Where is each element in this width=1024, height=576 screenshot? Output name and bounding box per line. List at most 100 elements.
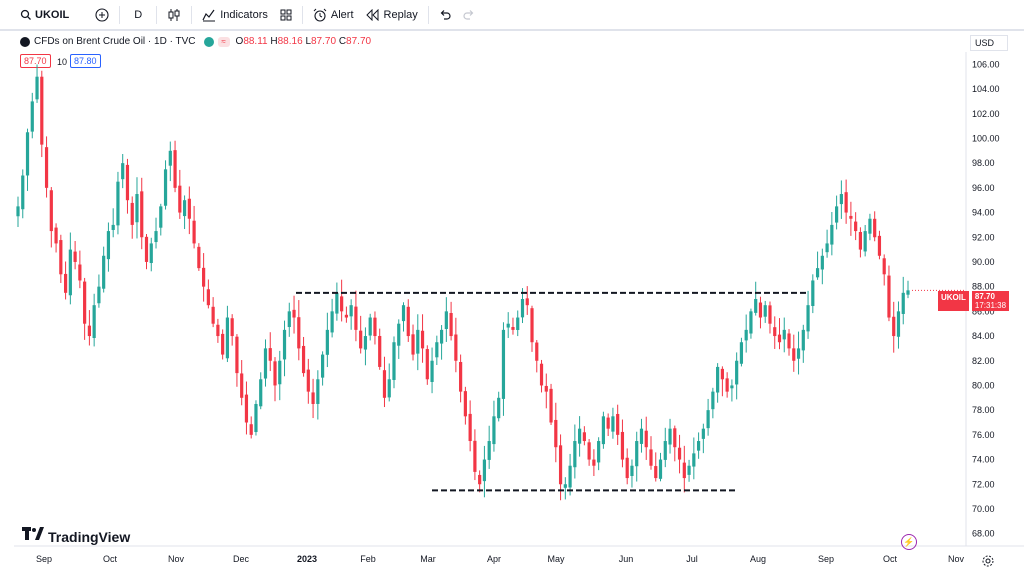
- layouts-button[interactable]: [274, 3, 298, 27]
- candle-body: [254, 403, 258, 433]
- replay-button[interactable]: Replay: [360, 3, 424, 27]
- candle-body: [887, 275, 891, 318]
- candle-body: [216, 324, 220, 337]
- candle-body: [454, 334, 458, 361]
- lightning-button[interactable]: ⚡: [901, 534, 917, 550]
- price-tick-label: 96.00: [972, 183, 995, 193]
- candle-body: [601, 416, 606, 445]
- alert-label: Alert: [330, 8, 354, 21]
- candle-body: [473, 440, 477, 472]
- candle-body: [535, 342, 539, 361]
- currency-selector[interactable]: USD: [970, 35, 1008, 51]
- candle-body: [892, 316, 896, 337]
- candle-body: [701, 428, 705, 439]
- candles: [16, 64, 966, 501]
- price-tick-label: 104.00: [972, 84, 1000, 94]
- spread-value: 10: [57, 57, 68, 67]
- alert-button[interactable]: Alert: [307, 3, 360, 27]
- time-axis[interactable]: Sep Oct Nov Dec 2023 Feb Mar Apr May Jun Jul Aug Sep…: [14, 545, 1024, 564]
- time-tick-label: Feb: [360, 554, 376, 564]
- candle-body: [149, 243, 153, 264]
- price-tag-box: 87.70 17:31:38: [971, 291, 1010, 311]
- time-tick-label: Sep: [818, 554, 834, 564]
- legend-title[interactable]: CFDs on Brent Crude Oil · 1D · TVC: [34, 36, 196, 47]
- candle-body: [616, 413, 620, 435]
- tradingview-logo[interactable]: TradingView: [22, 527, 130, 546]
- candle-body: [711, 391, 715, 410]
- candle-body: [444, 311, 448, 329]
- candle-body: [696, 441, 701, 451]
- candle-body: [320, 354, 325, 378]
- settings-button[interactable]: [982, 554, 994, 572]
- price-tag-symbol: UKOIL: [938, 291, 969, 311]
- candle-body: [692, 453, 696, 467]
- candle-body: [563, 484, 567, 488]
- candle-body: [506, 323, 510, 328]
- price-tag-countdown: 17:31:38: [974, 301, 1007, 310]
- compare-button[interactable]: [89, 3, 115, 27]
- candle-body: [620, 431, 625, 460]
- candle-body: [401, 305, 406, 322]
- undo-button[interactable]: [433, 3, 457, 27]
- price-tick-label: 84.00: [972, 331, 995, 341]
- candle-body: [411, 334, 415, 355]
- time-tick-label: Mar: [420, 554, 436, 564]
- price-tick-label: 74.00: [972, 455, 995, 465]
- ohlc-values: O88.11 H88.16 L87.70 C87.70: [235, 36, 372, 47]
- price-tick-label: 102.00: [972, 109, 1000, 119]
- divider: [191, 5, 193, 24]
- symbol-search[interactable]: UKOIL: [14, 3, 75, 27]
- rewind-icon: [365, 8, 380, 21]
- lightning-icon: ⚡: [903, 536, 915, 547]
- candle-body: [273, 361, 277, 386]
- candle-body: [449, 313, 453, 337]
- symbol-label: UKOIL: [35, 8, 70, 21]
- redo-button[interactable]: [457, 3, 481, 27]
- candle-body: [492, 416, 496, 445]
- indicators-button[interactable]: Indicators: [196, 3, 274, 27]
- time-tick-label: Nov: [948, 554, 965, 564]
- grid-icon: [280, 9, 292, 21]
- candle-body: [554, 419, 558, 448]
- candle-body: [68, 249, 72, 296]
- candle-body: [221, 333, 225, 355]
- candle-body: [416, 329, 420, 354]
- candle-body: [373, 317, 377, 337]
- time-tick-label: Jun: [619, 554, 634, 564]
- redo-icon: [463, 9, 475, 21]
- candle-body: [725, 378, 729, 392]
- top-toolbar: UKOIL D Indicators Alert Replay: [0, 0, 1024, 31]
- candle-body: [639, 428, 644, 444]
- bid-price-box[interactable]: 87.70: [20, 54, 51, 68]
- candle-body: [30, 101, 34, 132]
- chart-type-button[interactable]: [161, 3, 187, 27]
- price-tick-label: 80.00: [972, 380, 995, 390]
- candle-body: [744, 329, 748, 341]
- candle-body: [121, 163, 125, 180]
- ask-price-box[interactable]: 87.80: [70, 54, 101, 68]
- candle-body: [482, 459, 487, 482]
- candle-body: [192, 220, 196, 244]
- candle-body: [873, 218, 877, 238]
- candle-body: [163, 169, 168, 206]
- candle-body: [92, 305, 96, 339]
- candle-body: [425, 349, 429, 380]
- candle-body: [497, 397, 501, 419]
- candle-body: [630, 465, 634, 476]
- candle-body: [392, 342, 396, 380]
- candle-body: [16, 206, 20, 217]
- price-tag-price: 87.70: [974, 292, 995, 301]
- candle-body: [435, 342, 439, 358]
- price-tick-label: 98.00: [972, 158, 995, 168]
- candles-icon: [167, 8, 181, 22]
- candle-body: [202, 267, 206, 287]
- price-tick-label: 92.00: [972, 232, 995, 242]
- candle-body: [806, 305, 810, 332]
- candle-body: [359, 330, 363, 349]
- candle-body: [625, 457, 629, 479]
- interval-button[interactable]: D: [134, 8, 143, 21]
- candle-body: [378, 335, 382, 367]
- candle-body: [511, 327, 515, 330]
- candle-body: [249, 424, 253, 435]
